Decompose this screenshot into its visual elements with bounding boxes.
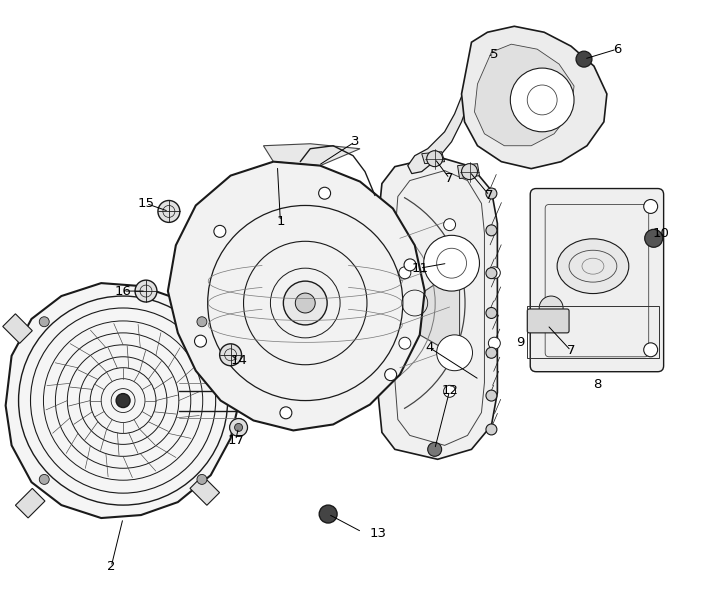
Text: 13: 13 xyxy=(370,527,387,541)
Bar xyxy=(15,489,45,518)
Polygon shape xyxy=(458,164,479,178)
Circle shape xyxy=(486,348,497,358)
Circle shape xyxy=(486,225,497,236)
Circle shape xyxy=(539,296,563,320)
Text: 8: 8 xyxy=(593,378,601,391)
Text: 10: 10 xyxy=(652,227,669,240)
Polygon shape xyxy=(461,26,607,169)
Polygon shape xyxy=(264,143,360,166)
Circle shape xyxy=(197,317,207,327)
Bar xyxy=(527,306,659,358)
Circle shape xyxy=(399,267,411,279)
Circle shape xyxy=(235,424,243,432)
Text: 9: 9 xyxy=(516,337,524,349)
Text: 17: 17 xyxy=(227,434,244,447)
Text: 15: 15 xyxy=(138,197,154,210)
Circle shape xyxy=(486,188,497,199)
Circle shape xyxy=(135,280,157,302)
Circle shape xyxy=(426,151,442,167)
Polygon shape xyxy=(168,162,425,430)
Text: 1: 1 xyxy=(276,215,285,228)
Circle shape xyxy=(489,337,500,349)
Circle shape xyxy=(116,394,130,408)
Circle shape xyxy=(158,200,180,223)
Ellipse shape xyxy=(557,239,628,294)
Bar xyxy=(190,476,219,505)
Circle shape xyxy=(489,267,500,279)
Text: 12: 12 xyxy=(441,384,458,397)
Polygon shape xyxy=(408,89,471,173)
Circle shape xyxy=(424,235,479,291)
Circle shape xyxy=(486,268,497,279)
Circle shape xyxy=(404,259,416,271)
Text: 7: 7 xyxy=(567,345,576,357)
Circle shape xyxy=(214,226,226,237)
Circle shape xyxy=(295,293,315,313)
Circle shape xyxy=(219,344,242,366)
Circle shape xyxy=(319,187,331,199)
Text: 2: 2 xyxy=(107,560,115,573)
Circle shape xyxy=(576,51,592,67)
Circle shape xyxy=(444,219,455,230)
Circle shape xyxy=(39,317,49,327)
Text: 6: 6 xyxy=(613,43,621,56)
Text: 3: 3 xyxy=(351,135,359,148)
Text: 5: 5 xyxy=(490,48,499,61)
Polygon shape xyxy=(420,268,460,358)
Text: 11: 11 xyxy=(411,262,428,275)
Text: 7: 7 xyxy=(485,189,494,202)
Circle shape xyxy=(319,505,337,523)
Circle shape xyxy=(486,390,497,401)
Circle shape xyxy=(39,474,49,484)
FancyBboxPatch shape xyxy=(527,309,569,333)
Polygon shape xyxy=(378,157,497,459)
Text: 7: 7 xyxy=(445,172,454,185)
Circle shape xyxy=(197,474,207,484)
Circle shape xyxy=(283,281,327,325)
Circle shape xyxy=(444,386,455,397)
Text: 4: 4 xyxy=(426,341,434,354)
FancyBboxPatch shape xyxy=(530,189,664,371)
Bar xyxy=(3,314,33,343)
Circle shape xyxy=(399,337,411,349)
Circle shape xyxy=(437,335,473,371)
Circle shape xyxy=(644,343,657,357)
Circle shape xyxy=(195,335,206,347)
Text: 16: 16 xyxy=(114,284,132,297)
Circle shape xyxy=(644,199,657,213)
Circle shape xyxy=(510,68,574,132)
Circle shape xyxy=(486,424,497,435)
Circle shape xyxy=(486,308,497,318)
Text: 14: 14 xyxy=(230,354,247,367)
Polygon shape xyxy=(474,44,574,146)
Circle shape xyxy=(428,443,442,456)
Circle shape xyxy=(280,407,292,419)
Circle shape xyxy=(384,368,397,381)
Circle shape xyxy=(230,419,248,436)
Polygon shape xyxy=(6,283,240,518)
Polygon shape xyxy=(421,151,445,164)
Circle shape xyxy=(461,164,477,180)
Bar xyxy=(177,301,207,330)
Circle shape xyxy=(644,229,662,247)
